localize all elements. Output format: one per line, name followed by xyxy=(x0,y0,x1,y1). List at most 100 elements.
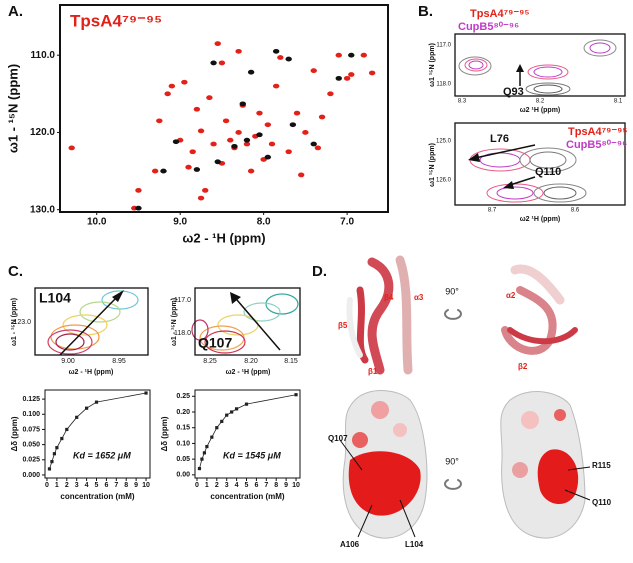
point xyxy=(205,444,209,449)
x-tick-label: 8 xyxy=(124,482,128,489)
y-axis-label: ω1 - ¹⁵N (ppm) xyxy=(11,298,18,346)
peak xyxy=(264,122,272,128)
x-tick-label: 8.25 xyxy=(203,358,217,365)
peak xyxy=(135,205,142,211)
point xyxy=(244,402,249,406)
peak xyxy=(156,118,163,124)
peak-label: Q93 xyxy=(503,86,524,98)
point xyxy=(55,446,59,450)
peak xyxy=(314,145,322,151)
x-tick-label: 7.0 xyxy=(340,217,354,228)
panel-label: D. xyxy=(312,263,327,280)
x-tick-label: 6 xyxy=(254,482,258,489)
x-tick-label: 5 xyxy=(95,482,99,489)
x-tick-label: 9 xyxy=(134,482,138,489)
structure-label: β4 xyxy=(384,293,394,302)
point xyxy=(75,415,79,419)
x-axis-label: concentration (mM) xyxy=(210,492,285,501)
structure-label: β2 xyxy=(518,362,528,371)
peak xyxy=(368,70,376,76)
y-axis-label: Δδ (ppm) xyxy=(160,416,169,451)
peak xyxy=(298,172,305,178)
legend-entry: TpsA4⁷⁹⁻⁹⁵ xyxy=(470,8,530,20)
point xyxy=(60,436,64,441)
x-axis-label: ω2 - ¹H (ppm) xyxy=(182,230,265,245)
peak xyxy=(310,141,317,147)
point xyxy=(200,457,204,461)
x-tick-label: 8.20 xyxy=(244,358,258,365)
peak xyxy=(210,141,217,147)
peak xyxy=(189,149,196,155)
x-tick-label: 3 xyxy=(75,482,79,489)
surface xyxy=(339,390,591,539)
peak xyxy=(168,83,176,89)
y-axis-label: ω1 - ¹⁵N (ppm) xyxy=(5,64,20,153)
y-tick-label: 117.0 xyxy=(174,297,191,304)
peak xyxy=(247,69,255,75)
structure-label: α2 xyxy=(506,291,516,300)
peak xyxy=(151,168,159,174)
x-tick-label: 8 xyxy=(274,482,278,489)
y-tick-label: 126.0 xyxy=(436,178,452,184)
x-tick-label: 2 xyxy=(215,482,219,489)
structure-label: β1 xyxy=(368,367,378,376)
peak xyxy=(235,130,242,135)
peak xyxy=(135,187,142,193)
residue-label: L104 xyxy=(405,540,424,549)
peak xyxy=(247,168,255,174)
peak xyxy=(222,118,230,124)
peak xyxy=(185,164,192,170)
peak xyxy=(214,159,221,165)
legend-entry: CupB5⁸⁰⁻⁹⁶ xyxy=(566,139,627,151)
peak xyxy=(239,101,246,107)
peak xyxy=(268,141,276,147)
peak xyxy=(285,56,292,62)
peak xyxy=(197,195,205,201)
x-tick-label: 8.2 xyxy=(536,99,545,105)
contours xyxy=(47,290,299,356)
x-tick-label: 9 xyxy=(284,482,288,489)
point xyxy=(52,452,57,456)
y-tick-label: 130.0 xyxy=(30,204,55,215)
y-tick-label: 0.025 xyxy=(22,457,40,464)
x-tick-label: 1 xyxy=(205,482,209,489)
x-axis-label: ω2 ¹H (ppm) xyxy=(520,216,561,223)
y-tick-label: 118.0 xyxy=(436,82,451,88)
structure-label: β5 xyxy=(338,321,348,330)
x-tick-label: 10.0 xyxy=(87,217,107,228)
peak xyxy=(202,187,209,193)
peak xyxy=(172,139,180,145)
y-axis-label: ω1 - ¹⁵N (ppm) xyxy=(171,298,178,346)
peak-label: Q107 xyxy=(198,335,232,351)
peak xyxy=(235,48,242,54)
y-axis-label: ω1 ¹⁵N (ppm) xyxy=(429,143,436,187)
peak xyxy=(272,83,280,89)
point xyxy=(65,427,69,432)
x-tick-label: 8.15 xyxy=(284,358,298,365)
peak xyxy=(348,72,355,77)
y-tick-label: 117.0 xyxy=(436,43,451,49)
x-tick-label: 0 xyxy=(195,482,199,489)
y-tick-label: 120.0 xyxy=(30,127,55,138)
spectrum-frame xyxy=(454,122,626,206)
point xyxy=(235,407,239,411)
peak xyxy=(302,130,309,135)
x-tick-label: 5 xyxy=(245,482,249,489)
peak xyxy=(310,68,317,74)
y-tick-label: 0.000 xyxy=(22,472,40,479)
peak xyxy=(193,167,201,172)
peak xyxy=(264,154,272,160)
residue-label: A106 xyxy=(340,540,360,549)
x-tick-label: 4 xyxy=(235,482,239,489)
x-tick-label: 10 xyxy=(142,482,150,489)
point xyxy=(50,460,54,464)
peak xyxy=(256,132,263,138)
point xyxy=(85,406,89,410)
spectrum-frame xyxy=(194,287,301,356)
peak xyxy=(68,145,75,151)
peak xyxy=(193,106,201,112)
x-tick-label: 6 xyxy=(104,482,108,489)
x-tick-label: 7 xyxy=(114,482,118,489)
y-tick-label: 0.00 xyxy=(176,472,190,479)
peak xyxy=(335,52,342,58)
